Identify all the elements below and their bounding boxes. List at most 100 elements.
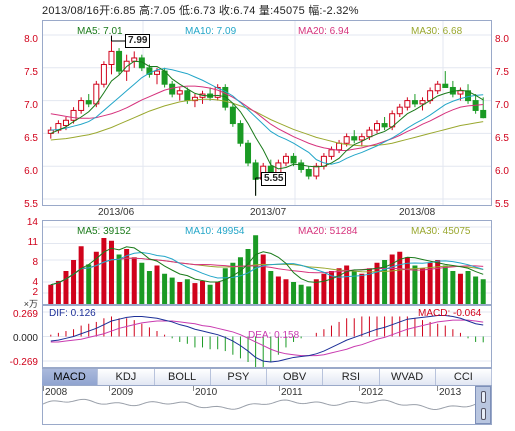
candle (229, 106, 236, 125)
price-tick: 7.5 (24, 67, 38, 78)
price-tick: 7.0 (24, 100, 38, 111)
tab-psy[interactable]: PSY (210, 369, 267, 386)
tab-wvad[interactable]: WVAD (379, 369, 436, 386)
candle (146, 67, 153, 75)
grip-icon[interactable] (481, 391, 486, 403)
candle (70, 109, 77, 121)
volume-bar (473, 276, 479, 304)
candle (78, 100, 85, 111)
tab-boll[interactable]: BOLL (154, 369, 211, 386)
candle (108, 50, 115, 66)
volume-bar (101, 238, 107, 304)
time-navigator[interactable]: 2008 2009 2010 2011 2012 2013 (42, 385, 492, 425)
legend-ma20: MA20: 6.94 (298, 26, 350, 37)
volume-bar (450, 271, 456, 304)
volume-bar (465, 271, 471, 304)
year-label: 2010 (195, 387, 218, 398)
candle (62, 119, 69, 127)
volume-bar (412, 265, 418, 304)
volume-bar (313, 279, 319, 304)
tab-macd[interactable]: MACD (42, 369, 99, 386)
candle (298, 162, 305, 170)
change-label: 幅: (308, 5, 323, 17)
ma5-line (50, 60, 484, 170)
tab-cci[interactable]: CCI (435, 369, 492, 386)
volume-unit: ×万 (23, 299, 38, 309)
volume-bar (184, 279, 190, 304)
year-label: 2012 (361, 387, 384, 398)
grip-icon[interactable] (481, 408, 486, 420)
volume-bar (192, 283, 198, 304)
volume-bar (139, 262, 145, 304)
price-tick: 8.0 (24, 34, 38, 45)
volume-bar (86, 264, 92, 304)
volume-bar (389, 254, 395, 304)
volume-bar (397, 251, 403, 304)
candle (457, 90, 464, 95)
year-tick (359, 386, 360, 391)
volume-bar (344, 265, 350, 304)
high-callout: 7.99 (125, 34, 151, 48)
volume-bar (200, 280, 206, 304)
date-value: 2013/08/16 (42, 5, 100, 17)
indicator-tabs: MACD KDJ BOLL PSY OBV RSI WVAD CCI (42, 368, 492, 386)
legend-ma30: MA30: 6.68 (411, 26, 463, 37)
candle (169, 83, 176, 95)
volume-bar (245, 249, 251, 304)
candle (214, 86, 221, 98)
change-value: -2.32% (322, 5, 359, 17)
tab-kdj[interactable]: KDJ (98, 369, 155, 386)
price-tick: 7.5 (495, 67, 509, 78)
macd-chart[interactable]: DIF: 0.126 DEA: 0.158 MACD: -0.064 (42, 305, 492, 368)
volume-bar (435, 260, 441, 304)
ma30-line (50, 98, 484, 147)
volume-bar (457, 273, 463, 304)
high-value: 7.05 (153, 5, 176, 17)
navigator-handle[interactable] (475, 386, 491, 424)
volume-bar (321, 273, 327, 304)
volume-ma10-line (50, 251, 484, 286)
volume-bar (124, 249, 130, 304)
volume-bar (404, 257, 410, 304)
volume-label: 量: (258, 5, 274, 17)
legend-ma5: MA5: 7.01 (77, 26, 123, 37)
year-tick (279, 386, 280, 391)
volume-bar (207, 284, 213, 304)
volume-chart-svg (43, 226, 491, 304)
volume-bar (222, 268, 228, 304)
candle (116, 50, 123, 72)
volume-tick: 2 (32, 287, 38, 298)
volume-chart[interactable]: MA5: 39152 MA10: 49954 MA20: 51284 MA30:… (42, 220, 492, 305)
year-tick (193, 386, 194, 391)
price-tick: 8.0 (495, 34, 509, 45)
price-chart-svg (43, 21, 491, 205)
candle (434, 83, 441, 92)
candle (320, 155, 327, 167)
low-label: 低: (178, 5, 194, 17)
volume-bar (48, 284, 54, 304)
candle (366, 129, 373, 138)
candle (305, 168, 312, 177)
candle (290, 155, 297, 164)
volume-bar (328, 271, 334, 304)
tab-obv[interactable]: OBV (267, 369, 324, 386)
volume-value: 45075 (273, 5, 305, 17)
volume-bar (298, 284, 304, 304)
legend-macd: MACD: -0.064 (418, 308, 482, 319)
volume-bar (93, 251, 99, 304)
volume-bar (116, 254, 122, 304)
price-chart[interactable]: MA5: 7.01 MA10: 7.09 MA20: 6.94 MA30: 6.… (42, 20, 492, 206)
candle (381, 123, 388, 128)
volume-bar (260, 254, 266, 304)
candle (411, 100, 418, 105)
volume-bar (169, 277, 175, 304)
price-tick: 5.5 (495, 199, 509, 210)
volume-bar (78, 246, 84, 304)
year-tick (437, 386, 438, 391)
volume-tick: 8 (32, 257, 38, 268)
close-value: 6.74 (233, 5, 256, 17)
volume-legend-ma20: MA20: 51284 (298, 226, 358, 237)
tab-rsi[interactable]: RSI (323, 369, 380, 386)
year-tick (43, 386, 44, 391)
legend-ma10: MA10: 7.09 (185, 26, 237, 37)
